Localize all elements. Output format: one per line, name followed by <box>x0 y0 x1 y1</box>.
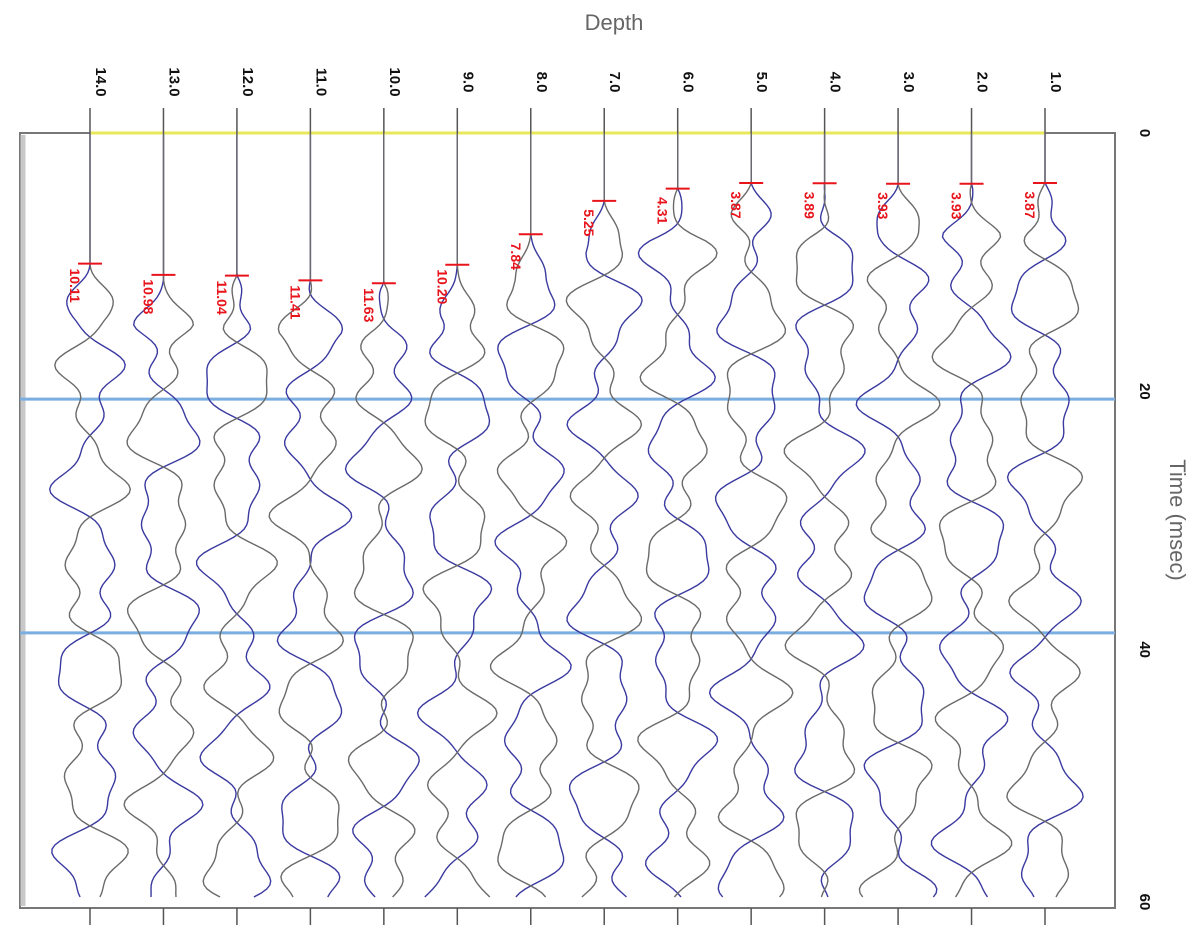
trace-8.0-secondary <box>489 133 568 898</box>
trace-2.0-secondary <box>931 133 1013 898</box>
trace-1.0-secondary <box>1006 133 1084 898</box>
depth-tick-label-9.0: 9.0 <box>459 72 476 93</box>
pick-label-4.0: 3.89 <box>802 192 818 219</box>
pick-label-1.0: 3.87 <box>1022 191 1038 218</box>
trace-11.0-primary <box>276 133 353 898</box>
depth-tick-label-3.0: 3.0 <box>900 72 917 93</box>
pick-label-9.0: 10.20 <box>434 269 450 304</box>
depth-tick-label-8.0: 8.0 <box>533 72 550 93</box>
depth-tick-label-6.0: 6.0 <box>680 72 697 93</box>
depth-tick-label-11.0: 11.0 <box>312 68 329 96</box>
trace-4.0-secondary <box>783 133 856 898</box>
time-tick-label-40: 40 <box>1136 641 1153 658</box>
plot-frame <box>19 132 1116 909</box>
time-tick-label-20: 20 <box>1136 383 1153 400</box>
traces <box>48 133 1084 898</box>
trace-12.0-secondary <box>202 133 278 898</box>
trace-7.0-secondary <box>565 133 643 898</box>
pick-label-11.0: 11.41 <box>287 285 303 319</box>
depth-tick-label-14.0: 14.0 <box>92 67 109 96</box>
pick-label-5.0: 3.87 <box>728 191 744 218</box>
depth-tick-label-12.0: 12.0 <box>239 67 256 96</box>
pick-label-2.0: 3.93 <box>949 192 965 219</box>
depth-tick-label-7.0: 7.0 <box>606 72 623 93</box>
pick-label-7.0: 5.25 <box>581 209 597 236</box>
reference-lines <box>20 131 1115 635</box>
trace-3.0-secondary <box>858 133 941 898</box>
pick-label-3.0: 3.93 <box>875 192 891 219</box>
trace-7.0-primary <box>566 133 643 898</box>
depth-axis-label: Depth <box>585 10 644 35</box>
trace-5.0-primary <box>708 133 785 898</box>
trace-11.0-secondary <box>268 133 345 898</box>
time-tick-label-60: 60 <box>1136 894 1153 911</box>
trace-8.0-primary <box>494 133 572 898</box>
trace-13.0-secondary <box>123 133 195 898</box>
picks: 3.87 3.93 3.93 3.89 3.87 4.31 5.25 7.84 10.20 11.… <box>67 181 1057 323</box>
trace-1.0-primary <box>1006 133 1084 898</box>
trace-4.0-primary <box>794 133 866 898</box>
pick-label-8.0: 7.84 <box>508 243 524 270</box>
pick-label-10.0: 11.63 <box>361 288 377 322</box>
pick-label-13.0: 10.98 <box>140 279 156 314</box>
pick-label-12.0: 11.04 <box>214 280 230 314</box>
pick-label-6.0: 4.31 <box>655 197 671 224</box>
trace-6.0-secondary <box>637 133 718 898</box>
trace-13.0-primary <box>132 133 204 898</box>
depth-axis: 1.0 2.0 3.0 4.0 5.0 6.0 7.0 8.0 9.0 10.0 11.0 12.0 1… <box>89 67 1064 925</box>
depth-tick-label-2.0: 2.0 <box>974 72 991 93</box>
depth-tick-label-5.0: 5.0 <box>753 72 770 93</box>
trace-10.0-primary <box>344 133 420 898</box>
depth-tick-label-4.0: 4.0 <box>827 72 844 93</box>
trace-14.0-primary <box>48 133 126 898</box>
trace-14.0-secondary <box>54 133 132 898</box>
pick-label-14.0: 10.11 <box>67 268 83 302</box>
time-axis: 0 20 40 60 <box>1136 129 1153 911</box>
trace-3.0-primary <box>855 133 938 898</box>
trace-12.0-primary <box>195 133 272 898</box>
trace-2.0-primary <box>930 133 1012 898</box>
depth-tick-label-1.0: 1.0 <box>1047 72 1064 93</box>
trace-6.0-primary <box>637 133 719 898</box>
trace-5.0-secondary <box>717 133 794 898</box>
time-tick-label-0: 0 <box>1136 129 1153 137</box>
depth-tick-label-10.0: 10.0 <box>386 67 403 96</box>
depth-tick-label-13.0: 13.0 <box>165 67 182 96</box>
time-axis-label: Time (msec) <box>1165 459 1190 580</box>
trace-10.0-secondary <box>347 133 423 898</box>
trace-9.0-secondary <box>422 133 498 898</box>
